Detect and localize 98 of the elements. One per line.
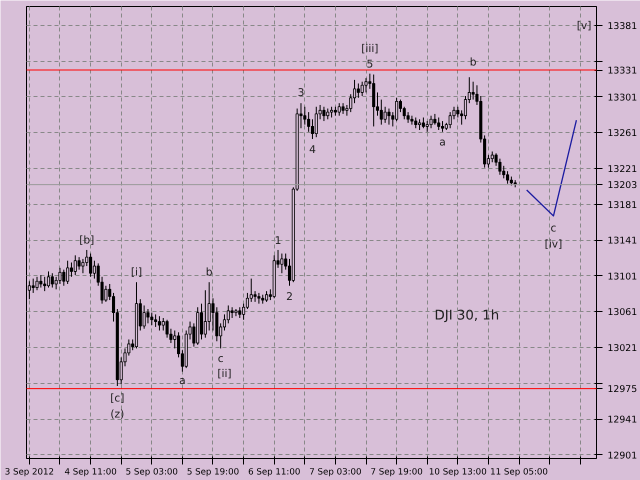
candlestick (50, 272, 54, 288)
candlestick (387, 108, 391, 126)
annotation: c (550, 221, 557, 234)
candlestick (322, 106, 326, 122)
candlestick (78, 256, 81, 270)
candlestick (70, 262, 73, 278)
candlestick (35, 276, 39, 291)
candlestick (254, 290, 257, 302)
ref-line-label: 13331 (608, 66, 638, 77)
annotation: 5 (366, 58, 374, 71)
annotation: c (218, 352, 224, 365)
annotation: 3 (298, 86, 304, 100)
candlestick (142, 304, 146, 330)
x-tick-label: 5 Sep 03:00 (126, 468, 178, 478)
candlestick (440, 120, 444, 132)
annotation: [b] (79, 233, 94, 246)
annotation: a (439, 135, 446, 148)
annotation: [v] (576, 18, 592, 32)
annotation: (z) (110, 408, 124, 420)
candlestick (326, 108, 330, 120)
y-tick-label: 12901 (608, 450, 638, 462)
x-tick-label: 7 Sep 03:00 (309, 468, 362, 478)
y-tick-label: 13221 (608, 164, 638, 176)
candlestick (66, 260, 70, 284)
candlestick (74, 254, 77, 276)
candlestick (150, 312, 154, 326)
y-tick-label: 13261 (608, 128, 638, 140)
candlestick (58, 267, 62, 284)
annotation: [iii] (361, 42, 378, 56)
candlestick (464, 96, 468, 120)
candlestick (32, 278, 35, 294)
y-tick-label: 13301 (608, 92, 638, 104)
candlestick (62, 269, 66, 286)
candlestick (448, 112, 452, 129)
candlestick (265, 290, 268, 302)
candlestick (506, 170, 510, 184)
candlestick (257, 292, 260, 304)
y-tick-label: 13181 (608, 200, 638, 211)
annotation: 1 (274, 234, 282, 247)
candlestick (422, 116, 425, 129)
candlestick (418, 118, 422, 131)
x-tick-label: 3 Sep 2012 (4, 468, 54, 478)
y-tick-label: 13061 (608, 307, 638, 318)
annotation: b (470, 56, 477, 69)
candlestick (430, 115, 433, 129)
candlestick (200, 303, 204, 340)
annotation: 2 (286, 290, 293, 303)
candlestick (338, 102, 341, 116)
candlestick (43, 276, 46, 292)
candlestick (158, 316, 161, 332)
candlestick (166, 319, 169, 338)
ref-line-label: 13203 (608, 180, 638, 192)
candlestick (104, 285, 108, 302)
candlestick (238, 306, 242, 318)
candlestick (356, 82, 360, 98)
annotation: DJI 30, 1h (434, 308, 500, 324)
candlestick (54, 276, 58, 290)
candlestick (380, 99, 383, 126)
y-tick-label: 12941 (608, 414, 638, 426)
candlestick (39, 274, 42, 288)
candlestick (89, 253, 92, 278)
annotation: a (179, 374, 186, 388)
annotation: [c] (110, 392, 124, 404)
x-tick-label: 11 Sep 05:00 (490, 468, 548, 478)
annotation: 4 (309, 142, 316, 156)
candlestick (92, 260, 96, 280)
candlestick (280, 253, 284, 274)
annotation: b (206, 266, 213, 279)
y-tick-label: 13381 (608, 20, 638, 32)
x-tick-label: 4 Sep 11:00 (64, 468, 117, 478)
candlestick (46, 270, 50, 288)
candlestick (230, 306, 234, 318)
candlestick (360, 81, 364, 97)
annotation: [iv] (544, 237, 562, 250)
annotation: [i] (130, 266, 142, 279)
x-tick-label: 10 Sep 13:00 (428, 468, 487, 478)
x-tick-label: 5 Sep 19:00 (186, 468, 240, 478)
candlestick (437, 116, 440, 131)
x-tick-label: 6 Sep 11:00 (248, 468, 300, 478)
candlestick (384, 106, 387, 124)
candlestick (414, 116, 418, 129)
y-tick-label: 13021 (608, 343, 638, 354)
candlestick (162, 317, 165, 332)
candlestick (154, 314, 158, 328)
ref-line-label: 12975 (608, 384, 638, 396)
candlestick (330, 106, 334, 118)
candlestick (472, 81, 475, 100)
annotation: [ii] (217, 366, 232, 380)
candlestick (372, 74, 376, 127)
candlestick (498, 158, 502, 176)
candlestick (314, 106, 318, 138)
x-tick-label: 7 Sep 19:00 (370, 468, 423, 478)
candlestick (81, 258, 84, 274)
candlestick (342, 102, 345, 114)
candlestick (364, 78, 368, 93)
candlestick (146, 308, 150, 324)
y-tick-label: 13141 (608, 236, 638, 247)
y-tick-label: 13101 (608, 271, 638, 282)
